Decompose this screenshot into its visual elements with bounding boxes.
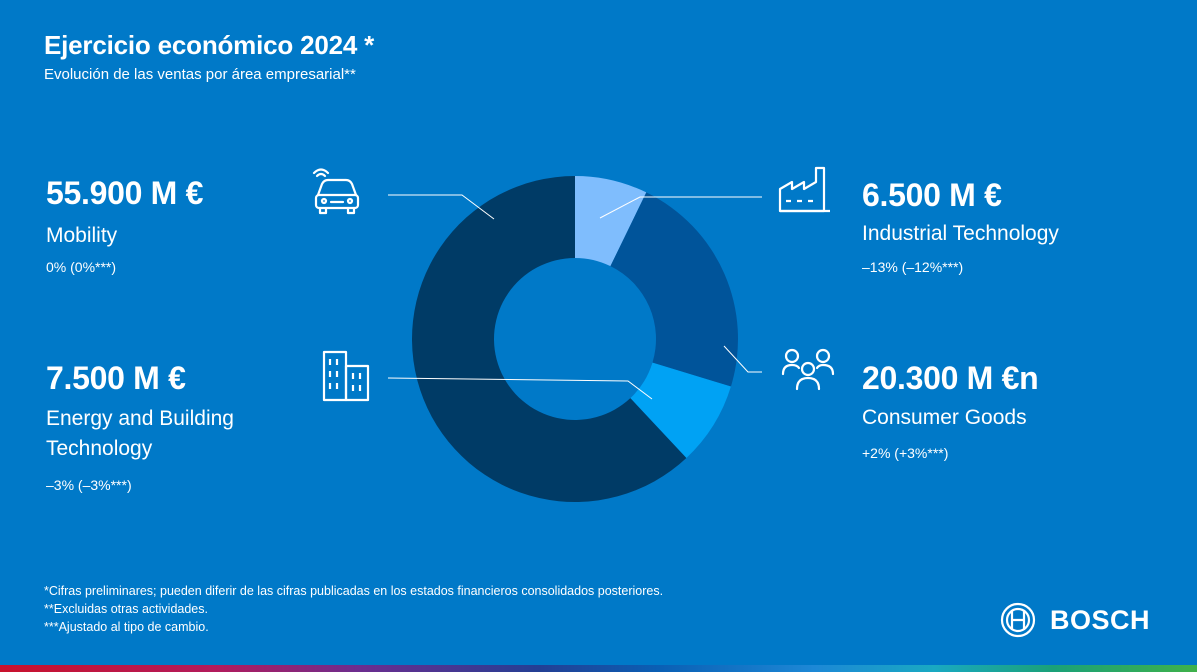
bosch-logo: BOSCH	[1000, 602, 1150, 638]
donut-slice-mobility	[411, 176, 687, 503]
energy-label-line1: Energy and Building	[46, 407, 234, 430]
footnote-3: ***Ajustado al tipo de cambio.	[44, 620, 209, 634]
page-subtitle: Evolución de las ventas por área empresa…	[44, 66, 356, 83]
consumer-change: +2% (+3%***)	[862, 445, 949, 461]
leader-line-industrial	[599, 196, 762, 219]
consumer-amount: 20.300 M €n	[862, 360, 1039, 396]
industrial-change: –13% (–12%***)	[862, 259, 964, 275]
brand-color-bar	[0, 665, 1197, 672]
energy-change: –3% (–3%***)	[46, 477, 132, 493]
bosch-armature-icon	[1000, 602, 1036, 638]
donut-slices	[411, 176, 738, 503]
donut-slice-consumer-goods	[610, 192, 738, 387]
industrial-label: Industrial Technology	[862, 222, 1059, 245]
footnote-1: *Cifras preliminares; pueden diferir de …	[44, 584, 664, 598]
consumer-label: Consumer Goods	[862, 406, 1027, 429]
leader-line-consumer	[723, 345, 762, 373]
donut-slice-energy-and-building-technology	[630, 362, 731, 459]
mobility-change: 0% (0%***)	[46, 259, 117, 275]
footnote-2: **Excluidas otras actividades.	[44, 602, 208, 616]
bosch-wordmark: BOSCH	[1050, 604, 1151, 635]
industrial-amount: 6.500 M €	[862, 177, 1002, 213]
donut-slice-industrial-technology	[575, 176, 647, 267]
leader-line-energy	[387, 377, 653, 400]
energy-amount: 7.500 M €	[46, 360, 186, 396]
leader-lines	[387, 194, 762, 400]
footnotes: *Cifras preliminares; pueden diferir de …	[44, 582, 663, 636]
leader-line-mobility	[388, 194, 495, 220]
energy-label-line2: Technology	[46, 437, 153, 460]
page-title: Ejercicio económico 2024 *	[44, 30, 375, 60]
mobility-label: Mobility	[46, 224, 118, 247]
people-group-icon	[781, 348, 835, 391]
connected-car-icon	[312, 168, 360, 215]
factory-icon	[778, 166, 830, 213]
building-icon	[322, 350, 370, 402]
mobility-amount: 55.900 M €	[46, 175, 204, 211]
